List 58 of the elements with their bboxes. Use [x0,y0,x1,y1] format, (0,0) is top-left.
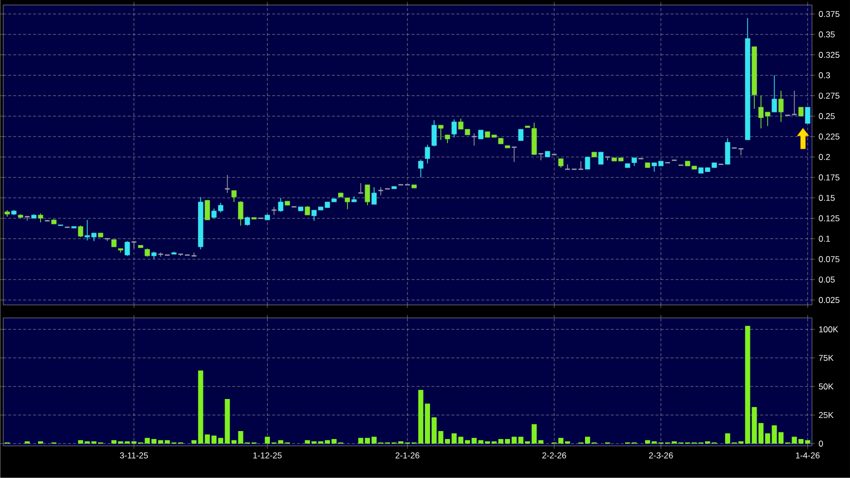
candlestick [584,156,590,170]
candlestick [518,128,524,142]
candlestick [278,198,284,212]
candlestick [738,148,744,156]
y-tick-label: 25K [818,412,834,418]
y-tick-label: 0.025 [818,297,840,304]
y-tick-label: 50K [818,384,834,390]
y-tick-label: 100K [819,326,838,332]
x-tick-label: 2-3-26 [649,452,673,458]
candlestick [124,240,130,256]
candlestick [418,159,424,178]
candlestick [438,124,444,140]
y-tick-label: 0.125 [818,215,840,222]
candlestick [270,206,278,216]
candlestick [511,146,518,162]
x-tick-label: 1-4-26 [796,452,820,458]
y-tick-label: 0.2 [818,154,830,160]
candlestick [364,184,370,206]
candlestick [598,152,604,165]
candlestick [452,119,457,138]
candlestick [772,74,777,113]
candlestick [78,225,84,238]
y-tick-label: 0.35 [818,31,835,38]
y-tick-label: 0.375 [818,11,840,18]
y-tick-label: 0 [818,440,823,447]
x-tick-label: 2-2-26 [542,452,566,458]
y-tick-label: 0.175 [818,174,840,180]
candlestick [538,153,544,161]
y-tick-label: 0.075 [818,256,840,262]
bar [24,441,30,444]
candlestick [371,186,377,205]
candlestick [231,190,237,202]
bar [538,440,544,444]
y-tick-label: 0.275 [818,92,840,99]
candlestick [344,198,350,210]
candlestick [204,200,210,220]
candlestick [238,200,244,226]
y-tick-label: 0.225 [818,134,840,140]
y-tick-label: 0.325 [818,52,840,58]
y-tick-label: 75K [818,355,834,361]
candlestick [224,174,230,194]
y-tick-label: 0.3 [818,72,830,78]
candlestick [778,90,784,122]
x-tick-label: 1-12-25 [253,452,282,458]
candlestick [424,144,430,164]
candlestick [564,164,571,170]
candlestick [725,138,730,165]
candlestick [805,106,810,124]
y-tick-label: 0.05 [818,276,835,283]
bar [725,433,730,444]
candlestick [190,252,198,257]
y-tick-label: 0.15 [818,194,835,201]
x-tick-label: 2-1-26 [396,452,420,458]
y-tick-label: 0.1 [818,236,830,242]
candlestick [578,160,584,170]
candlestick [432,120,437,147]
y-tick-label: 0.25 [818,113,835,120]
x-tick-label: 3-11-25 [120,452,148,458]
